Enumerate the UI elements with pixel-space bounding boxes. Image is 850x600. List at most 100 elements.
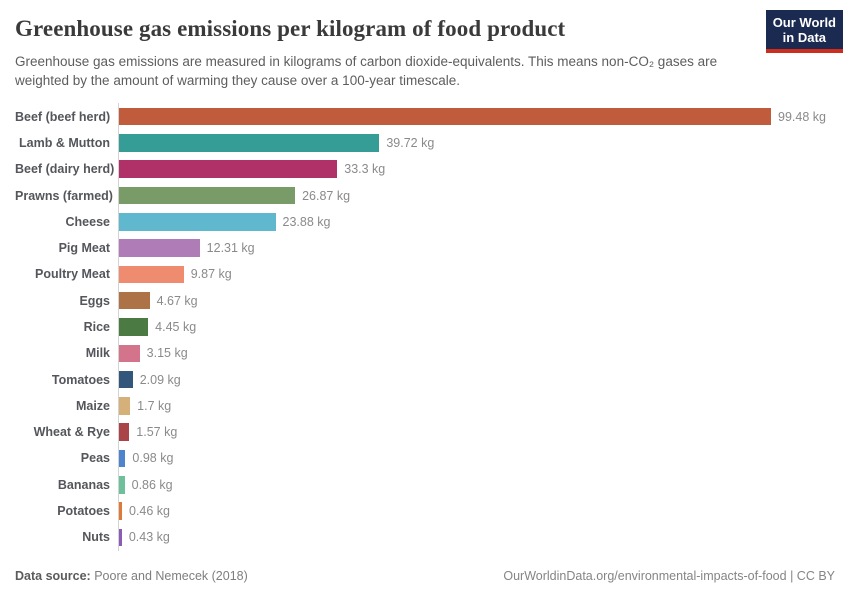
value-label: 4.45 kg bbox=[155, 320, 197, 334]
category-label: Poultry Meat bbox=[34, 267, 110, 282]
bar[interactable] bbox=[119, 265, 184, 284]
page-title: Greenhouse gas emissions per kilogram of… bbox=[15, 16, 566, 41]
chart-subtitle: Greenhouse gas emissions are measured in… bbox=[15, 53, 718, 89]
value-label: 0.86 kg bbox=[131, 477, 173, 492]
bar[interactable] bbox=[119, 186, 296, 205]
chart-row: Pig Meat 12.31 kg bbox=[15, 234, 838, 262]
category-label: Milk bbox=[85, 346, 110, 361]
category-label: Beef (beef herd) bbox=[15, 109, 111, 124]
bar[interactable] bbox=[119, 344, 140, 363]
footer-separator: | bbox=[786, 568, 797, 583]
bar-track: 23.88 kg bbox=[118, 208, 838, 235]
bar[interactable] bbox=[119, 213, 276, 231]
bar[interactable] bbox=[119, 134, 380, 152]
bar-track: 0.43 kg bbox=[118, 524, 838, 551]
bar[interactable] bbox=[119, 291, 150, 310]
bar[interactable] bbox=[119, 370, 133, 389]
chart-row: Beef (dairy herd) 33.3 kg bbox=[15, 156, 838, 183]
owid-logo-line1: Our World bbox=[772, 15, 836, 30]
bar-track: 0.98 kg bbox=[118, 445, 838, 472]
datasource-value: Poore and Nemecek (2018) bbox=[94, 568, 248, 583]
value-label: 0.98 kg bbox=[132, 451, 174, 466]
chart-row: Milk 3.15 kg bbox=[15, 340, 838, 367]
chart-row: Rice 4.45 kg bbox=[15, 313, 838, 341]
bar[interactable] bbox=[119, 528, 122, 547]
value-label: 0.46 kg bbox=[129, 504, 171, 519]
category-label: Wheat & Rye bbox=[33, 425, 110, 440]
bar-track: 99.48 kg bbox=[118, 103, 838, 130]
chart-footer: Data source: Poore and Nemecek (2018) Ou… bbox=[15, 569, 838, 583]
datasource: Data source: Poore and Nemecek (2018) bbox=[15, 569, 248, 583]
value-label: 4.67 kg bbox=[156, 293, 198, 308]
value-label: 3.15 kg bbox=[146, 346, 188, 361]
bar-track: 1.57 kg bbox=[118, 419, 838, 446]
bar-track: 2.09 kg bbox=[118, 366, 838, 393]
chart-row: Eggs 4.67 kg bbox=[15, 287, 838, 314]
category-label: Nuts bbox=[82, 530, 110, 545]
chart-row: Lamb & Mutton 39.72 kg bbox=[15, 129, 838, 157]
chart-row: Wheat & Rye 1.57 kg bbox=[15, 419, 838, 446]
datasource-label: Data source: bbox=[15, 568, 91, 583]
chart-row: Prawns (farmed) 26.87 kg bbox=[15, 182, 838, 209]
value-label: 1.57 kg bbox=[136, 425, 178, 440]
owid-logo: Our World in Data bbox=[765, 10, 843, 53]
chart-row: Bananas 0.86 kg bbox=[15, 471, 838, 498]
chart-row: Cheese 23.88 kg bbox=[15, 208, 838, 235]
bar[interactable] bbox=[119, 160, 338, 178]
value-label: 9.87 kg bbox=[190, 267, 232, 282]
category-label: Prawns (farmed) bbox=[15, 188, 113, 203]
bar-track: 3.15 kg bbox=[118, 340, 838, 367]
category-label: Tomatoes bbox=[51, 372, 110, 387]
bar-track: 39.72 kg bbox=[118, 129, 838, 157]
chart-row: Beef (beef herd) 99.48 kg bbox=[15, 103, 838, 130]
chart-row: Poultry Meat 9.87 kg bbox=[15, 261, 838, 288]
chart-row: Peas 0.98 kg bbox=[15, 445, 838, 472]
category-label: Maize bbox=[75, 398, 110, 413]
bar-track: 12.31 kg bbox=[118, 234, 838, 262]
bar[interactable] bbox=[119, 318, 149, 336]
bar-track: 9.87 kg bbox=[118, 261, 838, 288]
category-label: Beef (dairy herd) bbox=[15, 162, 115, 177]
bar[interactable] bbox=[119, 107, 771, 126]
bar-track: 0.46 kg bbox=[118, 497, 838, 525]
value-label: 99.48 kg bbox=[778, 109, 826, 124]
chart-row: Potatoes 0.46 kg bbox=[15, 497, 838, 525]
bar[interactable] bbox=[119, 449, 126, 468]
owid-logo-line2: in Data bbox=[782, 30, 827, 45]
bar[interactable] bbox=[119, 476, 125, 494]
bar[interactable] bbox=[119, 502, 122, 520]
value-label: 1.7 kg bbox=[137, 398, 172, 413]
footer-link[interactable]: OurWorldinData.org/environmental-impacts… bbox=[503, 568, 787, 583]
footer-license[interactable]: CC BY bbox=[796, 568, 835, 583]
value-label: 2.09 kg bbox=[139, 372, 181, 387]
bar-track: 0.86 kg bbox=[118, 471, 838, 498]
bar-track: 1.7 kg bbox=[118, 392, 838, 420]
value-label: 26.87 kg bbox=[302, 188, 351, 203]
category-label: Rice bbox=[83, 320, 110, 334]
category-label: Pig Meat bbox=[58, 241, 110, 256]
bar-track: 4.45 kg bbox=[118, 313, 838, 341]
category-label: Lamb & Mutton bbox=[19, 135, 110, 150]
category-label: Cheese bbox=[65, 214, 110, 229]
bar[interactable] bbox=[119, 397, 131, 415]
bar[interactable] bbox=[119, 239, 200, 257]
chart-row: Maize 1.7 kg bbox=[15, 392, 838, 420]
chart-row: Tomatoes 2.09 kg bbox=[15, 366, 838, 393]
category-label: Bananas bbox=[57, 477, 110, 492]
value-label: 0.43 kg bbox=[128, 530, 170, 545]
bar-track: 26.87 kg bbox=[118, 182, 838, 209]
bar-track: 33.3 kg bbox=[118, 156, 838, 183]
value-label: 39.72 kg bbox=[386, 135, 435, 150]
category-label: Eggs bbox=[79, 293, 110, 308]
category-label: Potatoes bbox=[57, 504, 110, 519]
bar[interactable] bbox=[119, 423, 130, 441]
chart-header: Greenhouse gas emissions per kilogram of… bbox=[15, 10, 843, 90]
chart-row: Nuts 0.43 kg bbox=[15, 524, 838, 551]
bar-chart: Beef (beef herd) 99.48 kg Lamb & Mutton 39.… bbox=[15, 103, 838, 551]
value-label: 33.3 kg bbox=[344, 162, 386, 177]
credit-line: OurWorldinData.org/environmental-impacts… bbox=[503, 569, 835, 583]
bar-track: 4.67 kg bbox=[118, 287, 838, 314]
value-label: 23.88 kg bbox=[282, 214, 331, 229]
category-label: Peas bbox=[80, 451, 110, 466]
